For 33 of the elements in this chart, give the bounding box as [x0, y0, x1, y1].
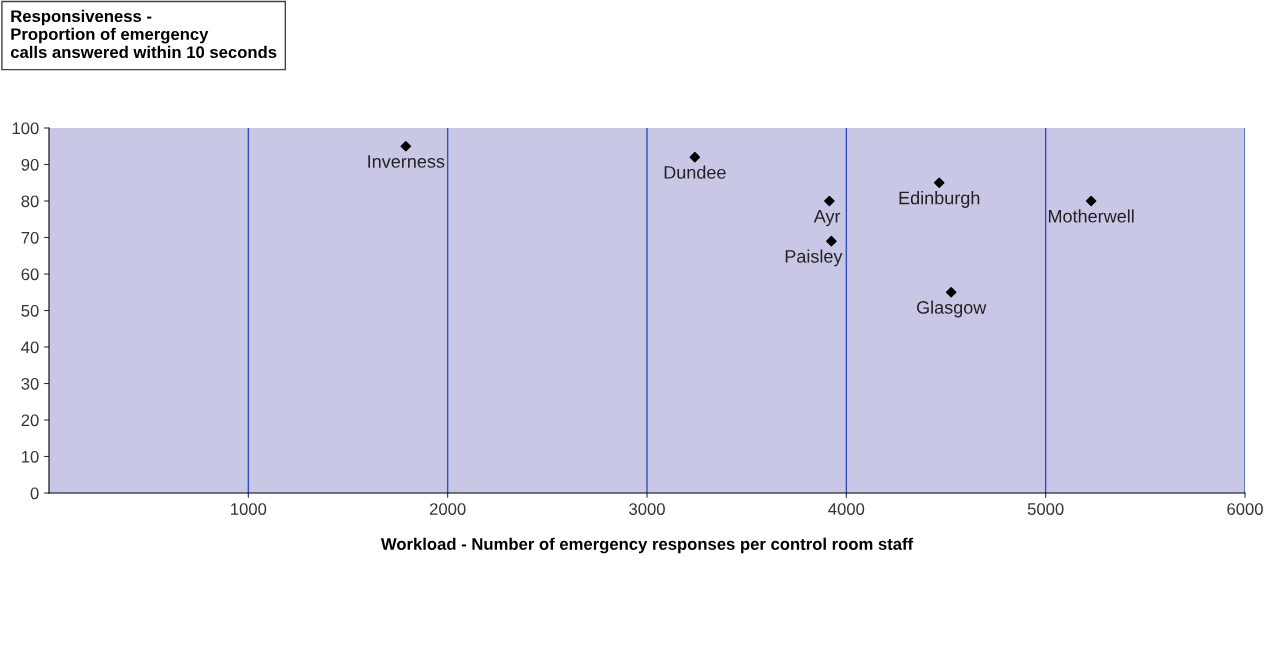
point: [400, 140, 412, 152]
x-tick-label: 6000: [1227, 503, 1263, 515]
y-tick-label: 10: [22, 450, 39, 463]
x-axis-title: Workload - Number of emergency responses per control room staff: [380, 537, 914, 554]
annotation: Edinburgh: [899, 191, 980, 208]
x-tick-label: 4000: [828, 503, 865, 515]
point: [1085, 195, 1097, 207]
y-tick-label: 0: [30, 487, 39, 500]
x-tick-label: 5000: [1027, 503, 1064, 515]
y-tick-label: 80: [21, 195, 39, 208]
y-tick-label: 60: [21, 268, 39, 281]
y-tick-label: 100: [12, 122, 39, 135]
point: [689, 151, 701, 163]
y-tick-label: 90: [21, 158, 39, 171]
y-tick-label: 50: [21, 304, 39, 317]
point: [826, 235, 837, 247]
chart-title: Responsiveness - Proportion of emergency calls answered within 10 seconds: [10, 9, 277, 59]
point: [945, 286, 957, 298]
x-tick-label: 3000: [629, 503, 665, 515]
y-tick-label: 70: [21, 231, 39, 244]
point: [824, 195, 835, 207]
y-tick-label: 40: [21, 341, 39, 354]
annotation: Glasgow: [916, 300, 987, 318]
x-tick-label: 1000: [231, 503, 267, 515]
annotation: Ayr: [813, 210, 841, 227]
x-tick-label: 2000: [429, 503, 466, 515]
y-tick-label: 20: [21, 414, 39, 427]
y-tick-label: 30: [21, 377, 39, 390]
point: [933, 177, 945, 189]
annotation: Paisley: [785, 249, 843, 267]
annotation: Motherwell: [1048, 209, 1134, 223]
annotation: Inverness: [368, 155, 445, 168]
annotation: Dundee: [664, 165, 726, 179]
